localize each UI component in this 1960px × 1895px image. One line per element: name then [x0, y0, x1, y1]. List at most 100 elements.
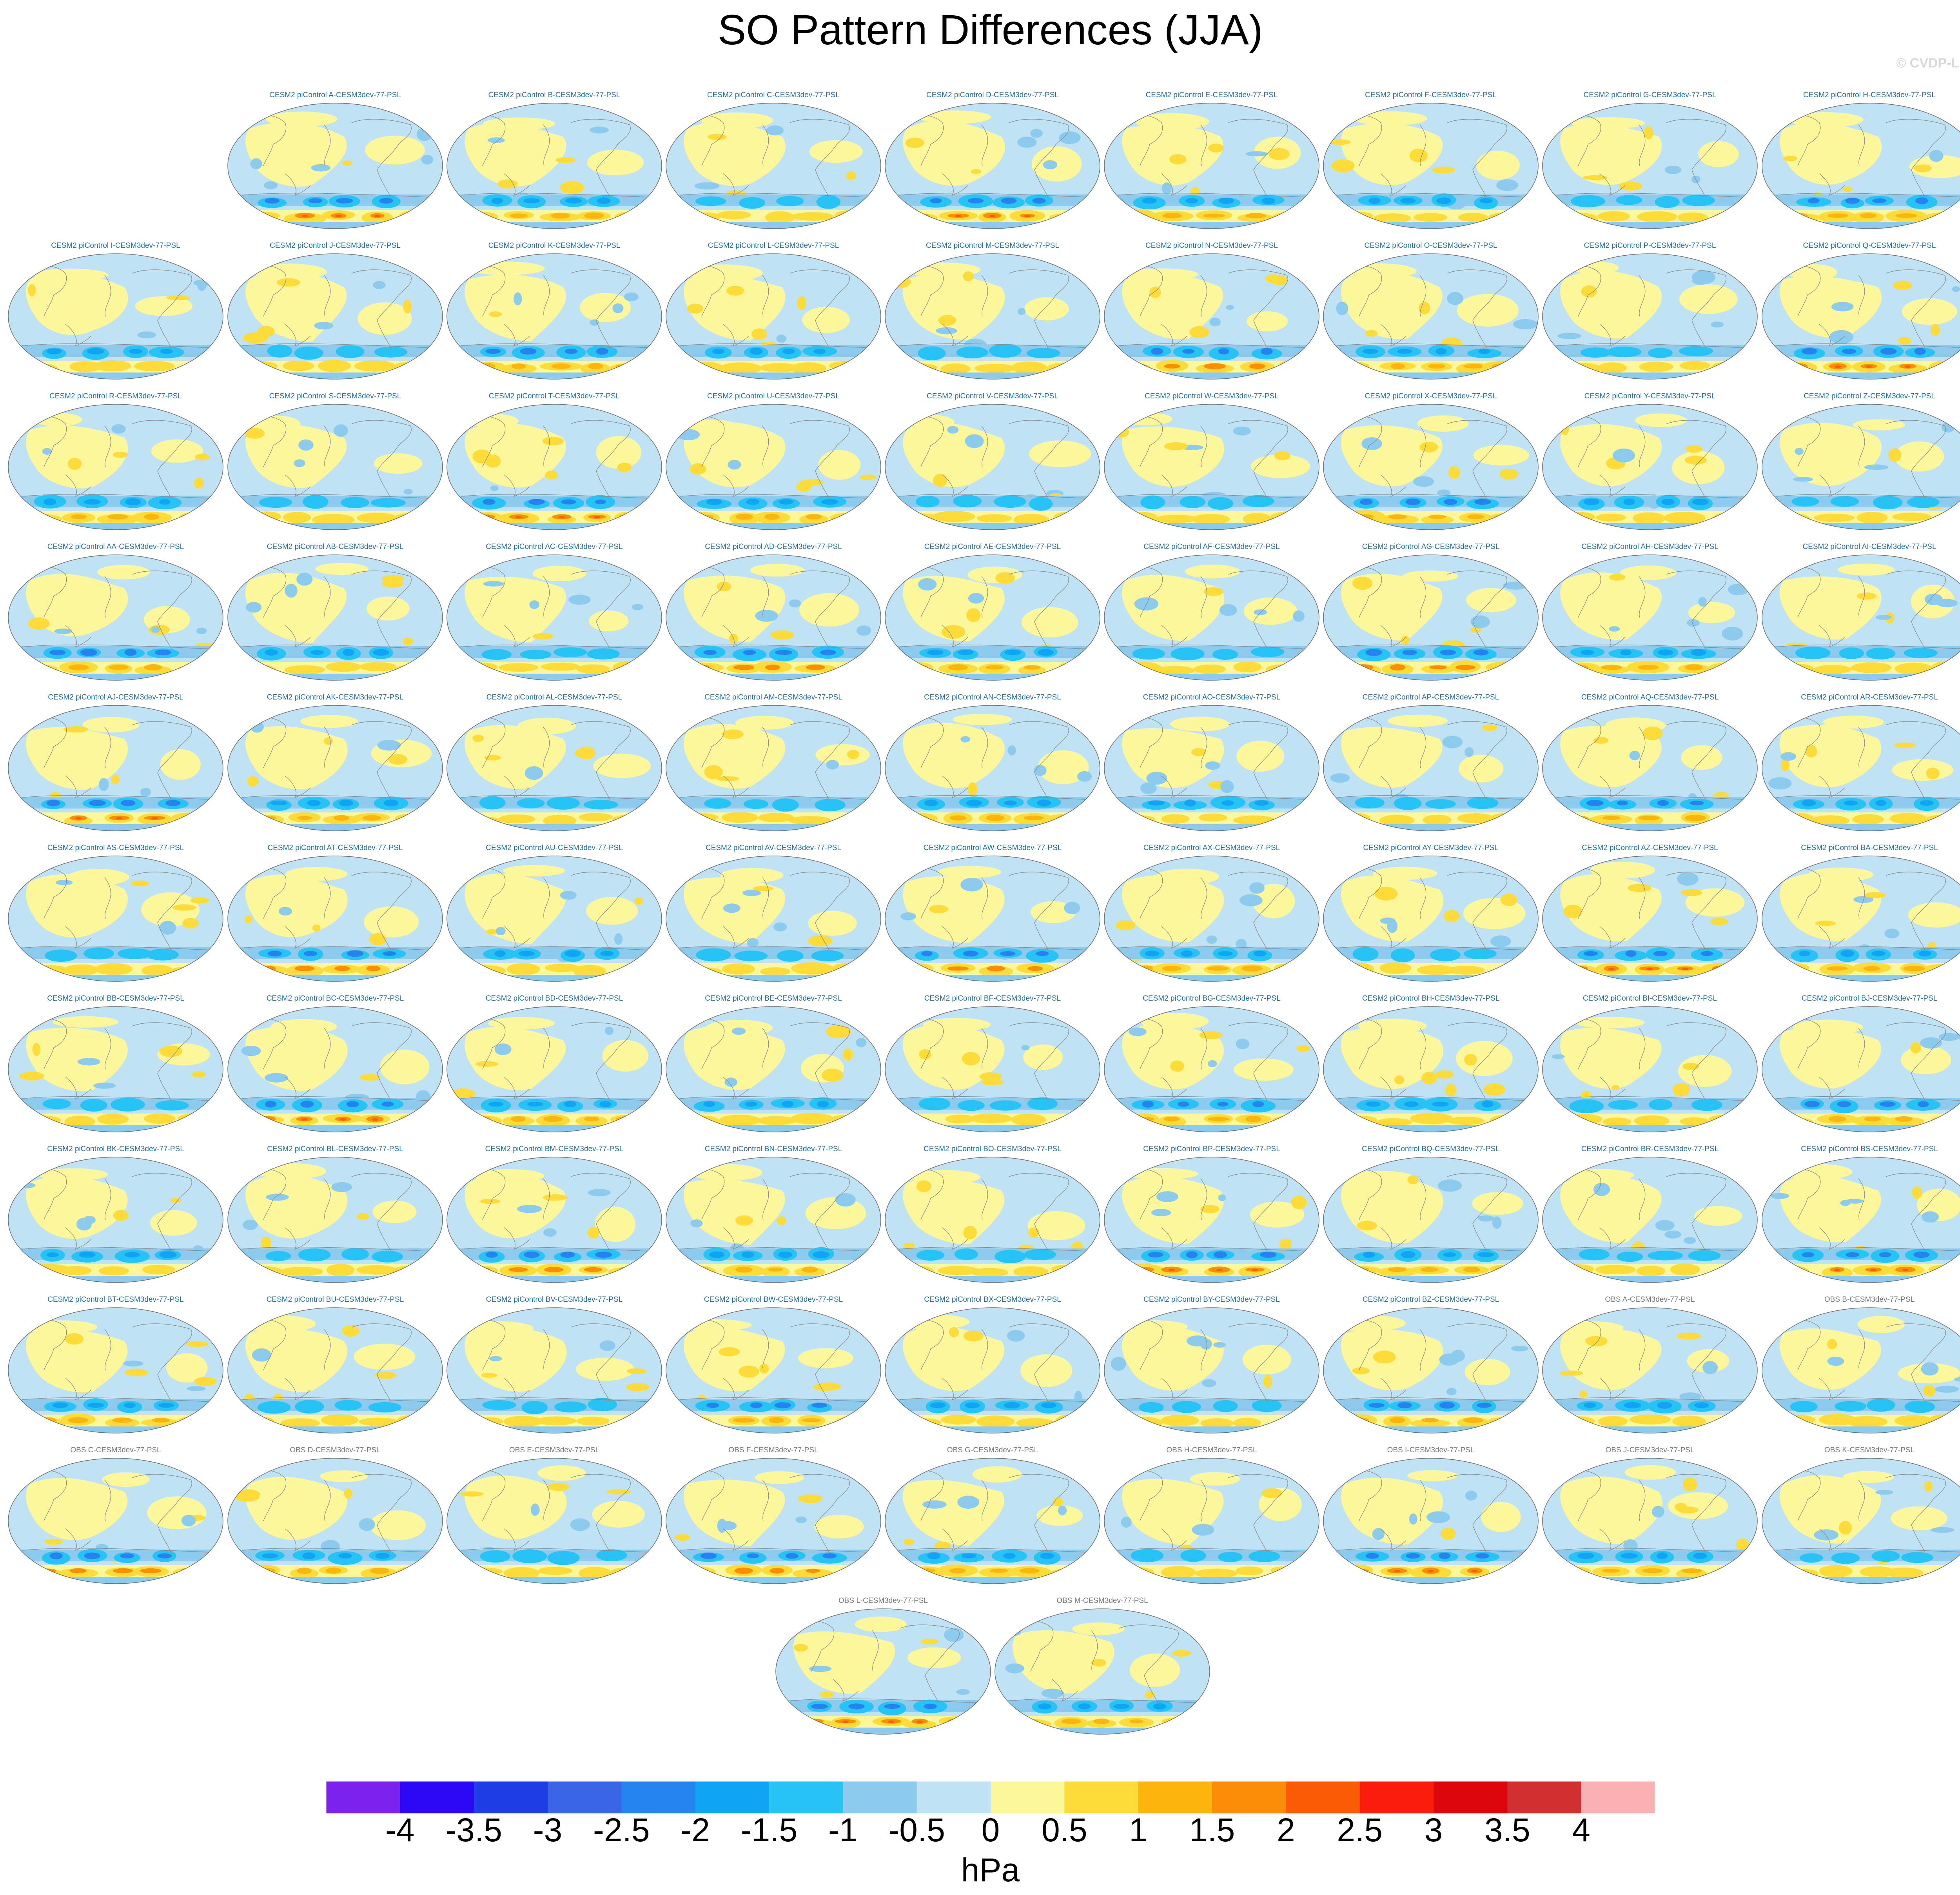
global-map — [995, 1608, 1210, 1735]
panel-title: CESM2 piControl AK-CESM3dev-77-PSL — [267, 693, 404, 701]
map-panel: CESM2 piControl BM-CESM3dev-77-PSL — [445, 1145, 663, 1296]
contour-field — [1323, 705, 1538, 831]
global-map — [885, 1458, 1100, 1584]
panel-title: CESM2 piControl J-CESM3dev-77-PSL — [270, 242, 401, 250]
global-map — [1104, 1307, 1319, 1434]
map-panel: CESM2 piControl N-CESM3dev-77-PSL — [1103, 242, 1321, 393]
colorbar-swatch — [1138, 1781, 1212, 1813]
panel-title: CESM2 piControl U-CESM3dev-77-PSL — [707, 392, 840, 400]
contour-field — [8, 254, 223, 379]
colorbar-swatch — [769, 1781, 843, 1813]
contour-field — [228, 1308, 443, 1433]
panel-title: CESM2 piControl BI-CESM3dev-77-PSL — [1583, 994, 1717, 1003]
global-map — [885, 1157, 1100, 1283]
contour-field — [1762, 1458, 1960, 1584]
map-panel: OBS M-CESM3dev-77-PSL — [993, 1597, 1211, 1748]
global-map — [227, 103, 443, 229]
map-panel: CESM2 piControl L-CESM3dev-77-PSL — [664, 242, 882, 393]
contour-field — [1323, 254, 1538, 379]
global-map — [1104, 103, 1319, 229]
map-panel: OBS L-CESM3dev-77-PSL — [774, 1597, 992, 1748]
global-map — [227, 404, 443, 530]
map-panel: CESM2 piControl AG-CESM3dev-77-PSL — [1322, 543, 1540, 694]
global-map — [446, 1458, 662, 1584]
global-map — [1542, 1157, 1758, 1283]
map-panel: OBS F-CESM3dev-77-PSL — [664, 1446, 882, 1597]
global-map — [1762, 856, 1960, 982]
map-panel: CESM2 piControl AF-CESM3dev-77-PSL — [1103, 543, 1321, 694]
global-map — [775, 1608, 991, 1735]
map-panel: CESM2 piControl BX-CESM3dev-77-PSL — [884, 1295, 1102, 1447]
contour-field — [885, 705, 1100, 831]
global-map — [8, 1458, 223, 1584]
panel-title: CESM2 piControl AD-CESM3dev-77-PSL — [705, 543, 842, 551]
global-map — [1762, 1157, 1960, 1283]
global-map — [666, 1006, 881, 1132]
colorbar-tick-label: 1.5 — [1189, 1811, 1235, 1848]
contour-field — [1104, 856, 1319, 981]
contour-field — [447, 103, 662, 229]
map-panel: CESM2 piControl AA-CESM3dev-77-PSL — [7, 543, 225, 694]
global-map — [1104, 856, 1319, 982]
panel-title: CESM2 piControl BE-CESM3dev-77-PSL — [705, 994, 842, 1003]
contour-field — [1543, 856, 1757, 981]
map-panel: CESM2 piControl AL-CESM3dev-77-PSL — [445, 693, 663, 845]
map-panel: CESM2 piControl AZ-CESM3dev-77-PSL — [1541, 844, 1759, 995]
global-map — [446, 103, 662, 229]
contour-field — [885, 856, 1100, 981]
map-panel: CESM2 piControl Z-CESM3dev-77-PSL — [1760, 392, 1960, 543]
map-panel: CESM2 piControl BU-CESM3dev-77-PSL — [226, 1295, 444, 1447]
panel-title: CESM2 piControl BT-CESM3dev-77-PSL — [47, 1295, 184, 1304]
map-panel: OBS B-CESM3dev-77-PSL — [1760, 1295, 1960, 1447]
map-panel: CESM2 piControl C-CESM3dev-77-PSL — [664, 91, 882, 242]
global-map — [227, 1458, 443, 1584]
contour-field — [1104, 254, 1319, 379]
panel-title: CESM2 piControl BW-CESM3dev-77-PSL — [704, 1295, 843, 1304]
panel-title: CESM2 piControl AX-CESM3dev-77-PSL — [1143, 844, 1280, 852]
panel-title: OBS D-CESM3dev-77-PSL — [290, 1446, 381, 1454]
global-map — [8, 1307, 223, 1434]
global-map — [1323, 1458, 1539, 1584]
panel-title: CESM2 piControl AN-CESM3dev-77-PSL — [924, 693, 1061, 701]
panel-title: CESM2 piControl O-CESM3dev-77-PSL — [1364, 242, 1497, 250]
panel-title: OBS B-CESM3dev-77-PSL — [1824, 1295, 1915, 1304]
map-panel: OBS J-CESM3dev-77-PSL — [1541, 1446, 1759, 1597]
global-map — [1323, 253, 1539, 380]
panel-title: CESM2 piControl N-CESM3dev-77-PSL — [1145, 242, 1278, 250]
global-map — [1323, 1307, 1539, 1434]
map-panel: CESM2 piControl BY-CESM3dev-77-PSL — [1103, 1295, 1321, 1447]
contour-field — [228, 404, 443, 530]
contour-field — [1762, 254, 1960, 379]
global-map — [1542, 1458, 1758, 1584]
global-map — [1323, 1006, 1539, 1132]
panel-title: OBS A-CESM3dev-77-PSL — [1605, 1295, 1695, 1304]
map-panel: OBS H-CESM3dev-77-PSL — [1103, 1446, 1321, 1597]
global-map — [1323, 1157, 1539, 1283]
panel-title: CESM2 piControl AA-CESM3dev-77-PSL — [47, 543, 184, 551]
panel-title: CESM2 piControl BX-CESM3dev-77-PSL — [924, 1295, 1061, 1304]
global-map — [1323, 705, 1539, 831]
colorbar-tick-label: -0.5 — [888, 1811, 946, 1848]
colorbar-swatch — [1286, 1781, 1360, 1813]
map-panel: CESM2 piControl U-CESM3dev-77-PSL — [664, 392, 882, 543]
contour-field — [1323, 1458, 1538, 1584]
contour-field — [995, 1609, 1210, 1734]
global-map — [1323, 554, 1539, 681]
map-panel: CESM2 piControl BK-CESM3dev-77-PSL — [7, 1145, 225, 1296]
global-map — [1762, 1006, 1960, 1132]
global-map — [446, 856, 662, 982]
contour-field — [447, 856, 662, 981]
colorbar-tick-label: 0 — [981, 1811, 1000, 1848]
global-map — [8, 554, 223, 681]
contour-field — [8, 856, 223, 981]
global-map — [885, 1006, 1100, 1132]
map-panel: CESM2 piControl B-CESM3dev-77-PSL — [445, 91, 663, 242]
map-panel: CESM2 piControl AB-CESM3dev-77-PSL — [226, 543, 444, 694]
map-panel: CESM2 piControl AY-CESM3dev-77-PSL — [1322, 844, 1540, 995]
map-panel: CESM2 piControl AN-CESM3dev-77-PSL — [884, 693, 1102, 845]
global-map — [1762, 103, 1960, 229]
map-panel: CESM2 piControl BB-CESM3dev-77-PSL — [7, 994, 225, 1146]
map-panel: CESM2 piControl AV-CESM3dev-77-PSL — [664, 844, 882, 995]
colorbar-tick-label: -4 — [385, 1811, 415, 1848]
contour-field — [1104, 705, 1319, 831]
